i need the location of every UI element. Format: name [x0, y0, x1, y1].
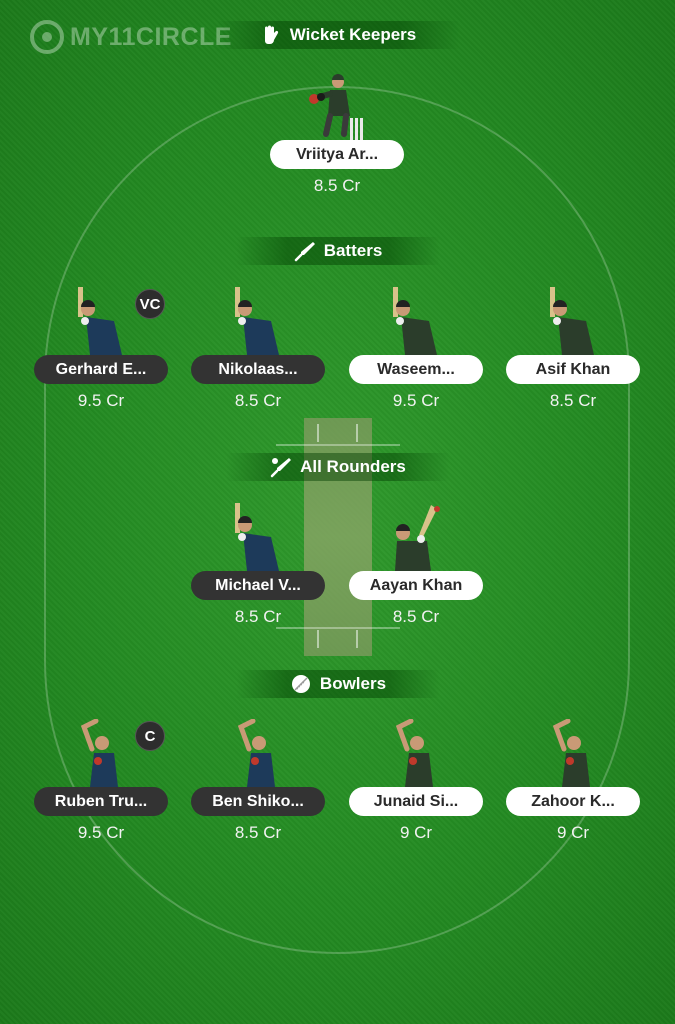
player-credits: 8.5 Cr [392, 607, 440, 626]
bowler-figure-icon [387, 718, 447, 789]
pitch [304, 418, 372, 656]
batter-figure-icon [72, 287, 132, 357]
bowler-figure-icon [229, 718, 289, 789]
player-credits: 9 Cr [399, 823, 433, 842]
batter-figure-icon [229, 503, 289, 573]
batter-figure-icon [544, 287, 604, 357]
player-name-pill: Ben Shiko... [191, 787, 325, 816]
player-card-batter-4[interactable]: Asif Khan 8.5 Cr [506, 287, 642, 415]
player-name-pill: Ruben Tru... [34, 787, 168, 816]
player-card-bowler-4[interactable]: Zahoor K... 9 Cr [506, 718, 642, 847]
bat-icon [294, 240, 316, 262]
player-name-pill: Gerhard E... [34, 355, 168, 384]
section-label-all-rounders: All Rounders [226, 453, 450, 481]
player-name-pill: Nikolaas... [191, 355, 325, 384]
logo-text: MY11CIRCLE [70, 22, 232, 51]
player-name-pill: Aayan Khan [349, 571, 483, 600]
stump-mark [317, 424, 319, 442]
section-title: Bowlers [319, 674, 387, 693]
captain-badge: C [135, 721, 165, 751]
player-card-wicket-keeper[interactable]: Vriitya Ar... 8.5 Cr [270, 72, 406, 200]
section-label-bowlers: Bowlers [236, 670, 440, 698]
all-rounder-figure-icon [387, 503, 447, 573]
player-card-batter-2[interactable]: Nikolaas... 8.5 Cr [191, 287, 327, 415]
player-name-pill: Asif Khan [506, 355, 640, 384]
player-credits: 9.5 Cr [77, 391, 125, 410]
player-credits: 8.5 Cr [313, 176, 361, 195]
player-card-batter-3[interactable]: Waseem... 9.5 Cr [349, 287, 485, 415]
glove-icon [260, 24, 282, 46]
player-card-all-rounder-2[interactable]: Aayan Khan 8.5 Cr [349, 503, 485, 631]
player-card-bowler-3[interactable]: Junaid Si... 9 Cr [349, 718, 485, 847]
section-label-wicket-keepers: Wicket Keepers [216, 21, 460, 49]
bat-and-ball-icon [270, 456, 292, 478]
player-name-pill: Junaid Si... [349, 787, 483, 816]
player-card-all-rounder-1[interactable]: Michael V... 8.5 Cr [191, 503, 327, 631]
player-name-pill: Vriitya Ar... [270, 140, 404, 169]
section-label-batters: Batters [236, 237, 440, 265]
player-credits: 8.5 Cr [234, 823, 282, 842]
player-card-bowler-1[interactable]: C Ruben Tru... 9.5 Cr [34, 718, 170, 847]
crease-top [276, 444, 400, 446]
player-card-bowler-2[interactable]: Ben Shiko... 8.5 Cr [191, 718, 327, 847]
bowler-figure-icon [544, 718, 604, 789]
ball-icon [290, 673, 312, 695]
player-card-batter-1[interactable]: VC Gerhard E... 9.5 Cr [34, 287, 170, 415]
bowler-figure-icon [72, 718, 132, 789]
player-name-pill: Michael V... [191, 571, 325, 600]
crease-bottom [276, 627, 400, 629]
player-credits: 8.5 Cr [234, 607, 282, 626]
player-credits: 8.5 Cr [234, 391, 282, 410]
section-title: Batters [323, 241, 383, 260]
wicket-keeper-figure-icon [308, 72, 368, 142]
player-credits: 9 Cr [556, 823, 590, 842]
section-title: All Rounders [300, 457, 406, 476]
player-credits: 9.5 Cr [77, 823, 125, 842]
stump-mark [356, 424, 358, 442]
player-name-pill: Zahoor K... [506, 787, 640, 816]
player-credits: 9.5 Cr [392, 391, 440, 410]
batter-figure-icon [229, 287, 289, 357]
stump-mark [356, 630, 358, 648]
player-credits: 8.5 Cr [549, 391, 597, 410]
stump-mark [317, 630, 319, 648]
batter-figure-icon [387, 287, 447, 357]
section-title: Wicket Keepers [289, 25, 417, 44]
vice-captain-badge: VC [135, 289, 165, 319]
player-name-pill: Waseem... [349, 355, 483, 384]
logo-ball-icon [30, 20, 64, 54]
brand-logo: MY11CIRCLE [30, 20, 232, 54]
